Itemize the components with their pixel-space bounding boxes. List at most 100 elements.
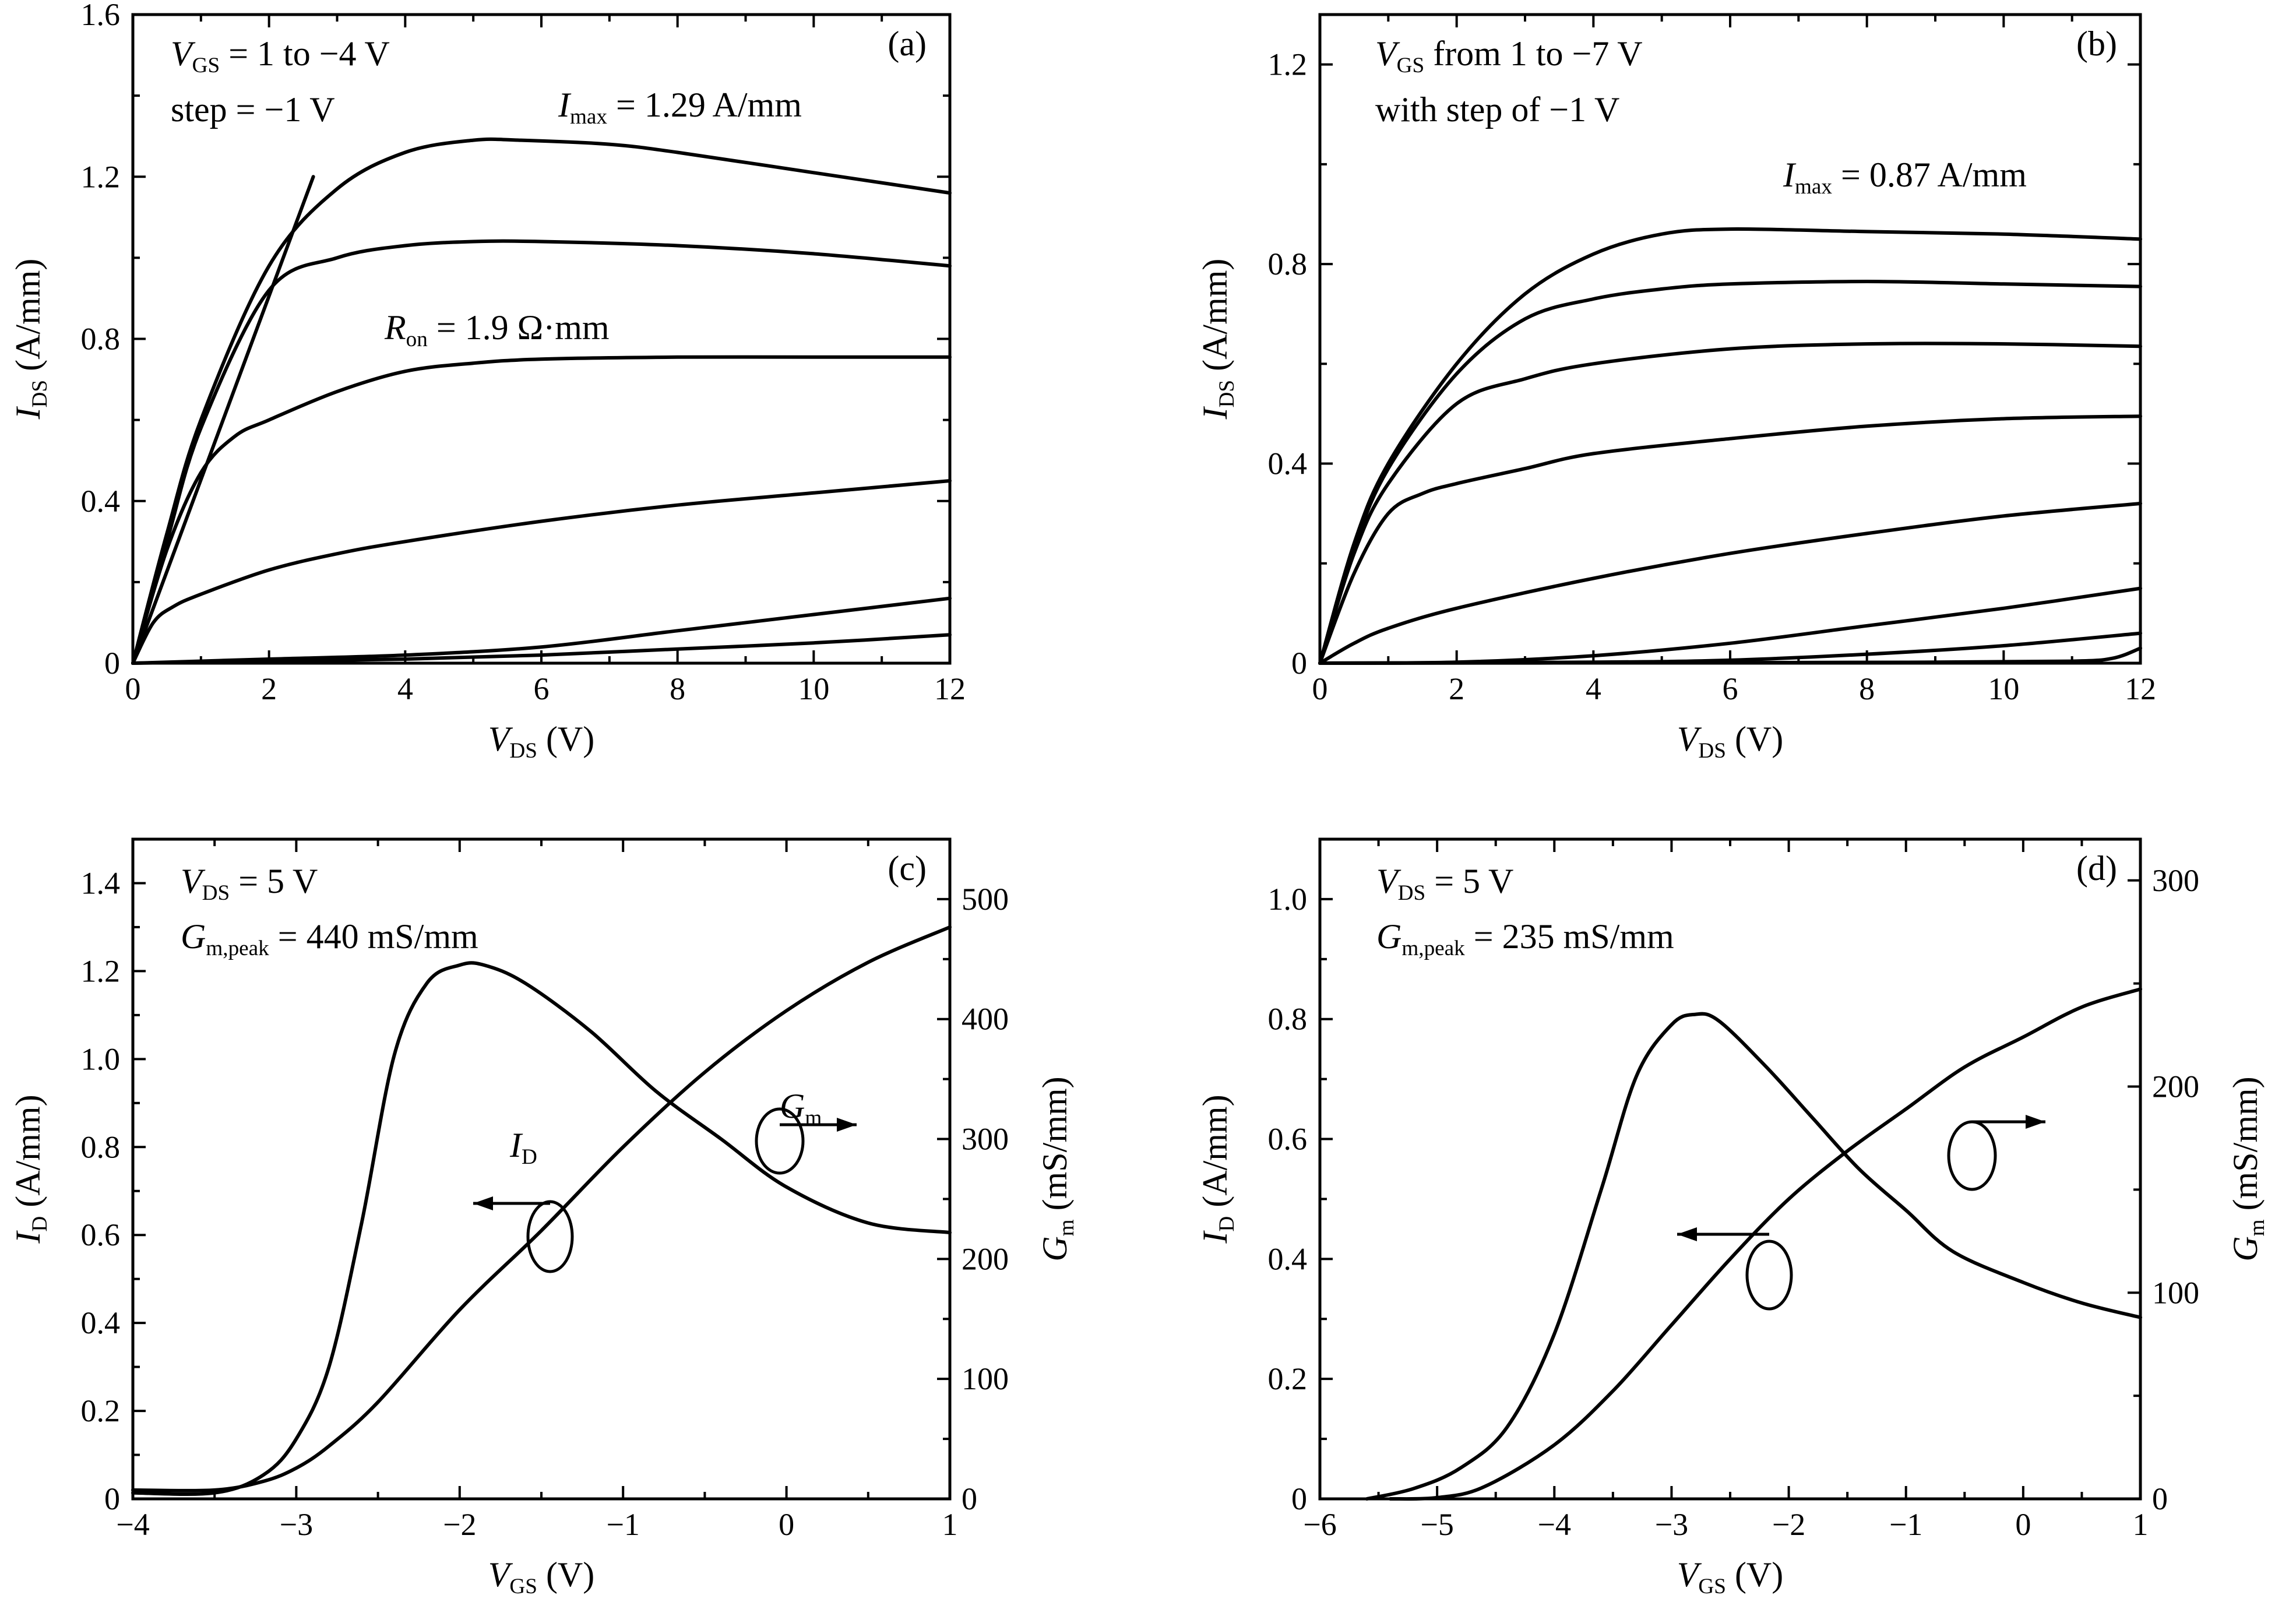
y-tick-label: 1.4 <box>81 865 121 900</box>
y-tick-label: 0 <box>1291 1481 1307 1516</box>
annotation-part: max <box>570 105 607 129</box>
y-tick-label: 0.4 <box>81 1305 121 1340</box>
gm-right-axis-marker-d <box>1947 1115 2045 1191</box>
y2-tick-label: 100 <box>2152 1275 2199 1310</box>
series-curve-3 <box>131 355 952 665</box>
x-tick-label: 0 <box>779 1507 794 1542</box>
annotation-part: = 440 mS/mm <box>269 917 478 956</box>
x-tick-label: −3 <box>1655 1507 1688 1542</box>
x-tick-label: 8 <box>1859 671 1875 706</box>
y-axis-label: IDS (A/mm) <box>1196 259 1239 420</box>
x-tick-label: 6 <box>1723 671 1738 706</box>
y-tick-label: 0.8 <box>1268 1002 1308 1037</box>
x-tick-label: 6 <box>534 671 550 706</box>
x-axis-label: VGS (V) <box>1677 1555 1784 1599</box>
series-curve-5 <box>131 596 952 665</box>
annotation-part: V <box>1375 34 1400 73</box>
y-tick-label: 0.6 <box>81 1217 121 1252</box>
y2-axis-label-part: G <box>1036 1236 1074 1261</box>
x-axis-label: VDS (V) <box>1677 720 1784 763</box>
annotation: with step of −1 V <box>1375 90 1619 129</box>
x-tick-label: −2 <box>443 1507 476 1542</box>
series-curve-1 <box>1318 227 2142 665</box>
y2-tick-label: 400 <box>962 1002 1009 1037</box>
x-axis-label-part: (V) <box>537 720 594 758</box>
annotation: VGS from 1 to −7 V <box>1375 34 1643 78</box>
x-axis-label-part: V <box>488 1555 513 1594</box>
y2-tick-label: 0 <box>962 1481 977 1516</box>
y2-axis-label-part: (mS/mm) <box>2226 1076 2265 1219</box>
y-tick-label: 0.6 <box>1268 1122 1308 1157</box>
annotation-part: = 1 to −4 V <box>220 34 390 73</box>
panel-label: (a) <box>888 24 927 63</box>
panel-label: (b) <box>2076 24 2117 63</box>
annotation-part: DS <box>202 881 230 905</box>
axis-marker-ellipse <box>1745 1240 1793 1311</box>
y2-axis-label: Gm (mS/mm) <box>2226 1076 2269 1261</box>
y-axis-label-part: (A/mm) <box>9 259 47 380</box>
annotation-part: with step of −1 V <box>1375 90 1619 129</box>
y-axis-label: ID (A/mm) <box>1196 1094 1239 1244</box>
series-curve-2 <box>1318 280 2142 665</box>
x-axis-label-part: (V) <box>1726 1555 1783 1594</box>
y-tick-label: 0 <box>104 1481 120 1516</box>
y2-axis-label-part: (mS/mm) <box>1036 1076 1074 1219</box>
id-left-axis-marker <box>473 1196 574 1273</box>
series-curve-1 <box>131 137 952 665</box>
y-axis-label-part: (A/mm) <box>1196 259 1234 380</box>
y-tick-label: 1.6 <box>81 0 121 32</box>
x-tick-label: −4 <box>116 1507 149 1542</box>
annotation-part: R <box>384 308 406 347</box>
y2-tick-label: 500 <box>962 882 1009 917</box>
annotation: VDS = 5 V <box>181 862 318 905</box>
annotation-part: V <box>1376 862 1401 900</box>
axis-marker-arrowhead <box>837 1118 857 1132</box>
y-axis-label-part: I <box>1196 406 1234 420</box>
y-tick-label: 0.8 <box>81 322 121 357</box>
series-curve-4 <box>131 479 952 665</box>
annotation-part: = 0.87 A/mm <box>1832 156 2027 194</box>
x-tick-label: −2 <box>1772 1507 1805 1542</box>
x-tick-label: −6 <box>1303 1507 1336 1542</box>
y-tick-label: 1.0 <box>1268 882 1308 917</box>
x-tick-label: −1 <box>1889 1507 1922 1542</box>
annotation: Gm,peak = 235 mS/mm <box>1376 917 1674 960</box>
annotation-part: G <box>780 1087 805 1125</box>
x-tick-label: 8 <box>670 671 685 706</box>
x-tick-label: 4 <box>1586 671 1601 706</box>
annotation-part: = 5 V <box>1425 862 1513 900</box>
axis-marker-arrowhead <box>473 1196 493 1210</box>
annotation-part: V <box>171 34 196 73</box>
series-curve-1 <box>1388 987 2142 1501</box>
y-axis-label-part: D <box>28 1216 52 1232</box>
y2-tick-label: 0 <box>2152 1481 2168 1516</box>
axis-marker-ellipse <box>1947 1120 1997 1191</box>
x-axis-label: VDS (V) <box>488 720 595 763</box>
annotation-part: I <box>509 1126 523 1164</box>
x-tick-label: 1 <box>2133 1507 2149 1542</box>
id-left-axis-marker-d <box>1677 1227 1793 1311</box>
series-curve-1 <box>131 925 952 1493</box>
y-axis-label-part: I <box>1196 1230 1234 1244</box>
x-tick-label: −1 <box>606 1507 639 1542</box>
y-axis-label: IDS (A/mm) <box>9 259 52 420</box>
annotation-part: D <box>522 1145 537 1169</box>
y-axis-label-part: D <box>1215 1216 1239 1232</box>
gm-right-axis-marker <box>755 1107 857 1175</box>
y-axis-label-part: DS <box>1215 380 1239 408</box>
x-axis-label-part: V <box>1677 1555 1702 1594</box>
axis-marker-arrowhead <box>2026 1115 2045 1129</box>
y2-tick-label: 300 <box>962 1122 1009 1157</box>
series-curve-5 <box>1318 502 2142 665</box>
y-tick-label: 1.2 <box>1268 47 1308 82</box>
x-tick-label: −3 <box>280 1507 313 1542</box>
series-curve-7 <box>131 175 315 665</box>
x-axis-label: VGS (V) <box>488 1555 595 1599</box>
x-tick-label: 10 <box>798 671 829 706</box>
panel-c: −4 −3 −2 −1 0 100.20.40.60.81.01.21.401002003… <box>9 837 1079 1599</box>
series-curve-7 <box>1318 631 2142 665</box>
axis-marker-ellipse <box>526 1200 574 1273</box>
y-axis-label: ID (A/mm) <box>9 1094 52 1244</box>
